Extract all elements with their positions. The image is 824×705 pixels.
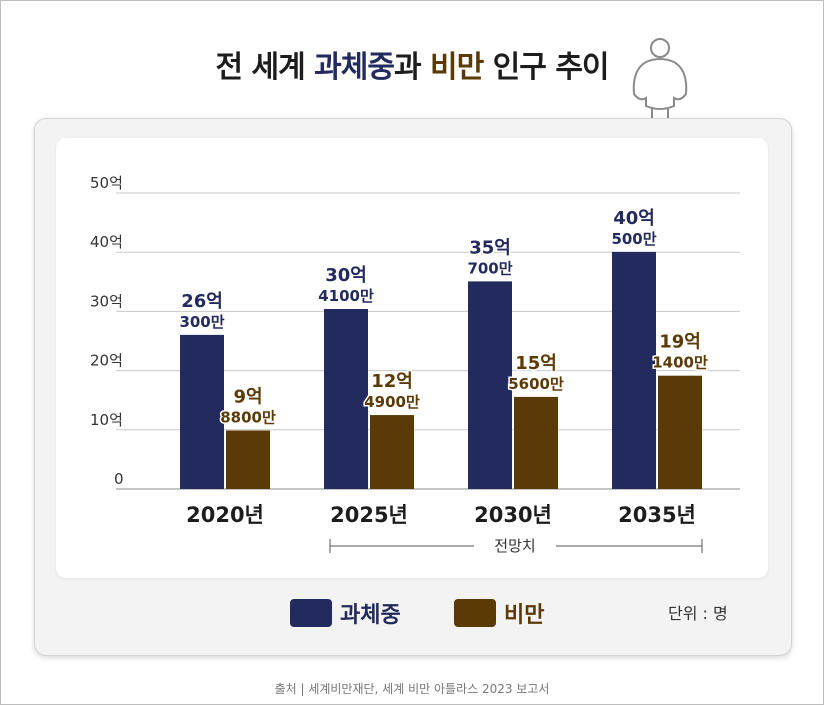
title-overweight: 과체중 bbox=[314, 50, 395, 85]
data-label-top: 30억 bbox=[325, 265, 367, 286]
data-label-bottom: 500만 bbox=[611, 230, 656, 248]
x-tick-label: 2030년 bbox=[474, 503, 552, 527]
bar-overweight bbox=[612, 251, 656, 489]
bar-obesity bbox=[658, 375, 702, 489]
data-label-bottom: 5600만 bbox=[508, 375, 564, 393]
bar-overweight bbox=[468, 281, 512, 489]
legend-obesity-label: 비만 bbox=[504, 603, 545, 628]
bar-obesity bbox=[514, 396, 558, 489]
x-tick-label: 2020년 bbox=[186, 503, 264, 527]
y-tick-label: 30억 bbox=[90, 292, 123, 310]
x-tick-label: 2035년 bbox=[618, 503, 696, 527]
data-label-bottom: 300만 bbox=[179, 313, 224, 331]
data-label-top: 12억 bbox=[371, 371, 413, 392]
bar-obesity bbox=[226, 430, 270, 489]
data-label-bottom: 8800만 bbox=[220, 409, 276, 427]
legend-obesity: 비만 bbox=[454, 598, 544, 628]
source-note: 출처 | 세계비만재단, 세계 비만 아틀라스 2023 보고서 bbox=[274, 682, 550, 696]
data-label-top: 26억 bbox=[181, 291, 223, 312]
y-tick-label: 10억 bbox=[90, 411, 123, 429]
legend-overweight-swatch bbox=[290, 599, 332, 627]
data-label-top: 40억 bbox=[613, 208, 655, 229]
projection-label: 전망치 bbox=[494, 537, 535, 555]
bar-overweight bbox=[324, 308, 368, 489]
legend-overweight: 과체중 bbox=[290, 598, 401, 628]
title-part-5: 인구 추이 bbox=[483, 50, 610, 85]
y-tick-label: 40억 bbox=[90, 233, 123, 251]
y-tick-label: 20억 bbox=[90, 352, 123, 370]
unit-label: 단위 : 명 bbox=[668, 604, 728, 623]
legend-overweight-label: 과체중 bbox=[340, 603, 401, 628]
data-label-bottom: 700만 bbox=[467, 259, 512, 277]
title-part-1: 전 세계 bbox=[215, 50, 315, 85]
y-tick-label: 0 bbox=[114, 470, 124, 488]
data-label-top: 35억 bbox=[469, 237, 511, 258]
data-label-bottom: 1400만 bbox=[652, 354, 708, 372]
data-label-bottom: 4900만 bbox=[364, 393, 420, 411]
data-label-top: 15억 bbox=[515, 353, 557, 374]
bar-obesity bbox=[370, 415, 414, 489]
page-title: 전 세계 과체중과 비만 인구 추이 bbox=[0, 42, 824, 86]
data-label-top: 19억 bbox=[659, 332, 701, 353]
bar-overweight bbox=[180, 334, 224, 489]
title-obesity: 비만 bbox=[430, 50, 484, 85]
title-part-3: 과 bbox=[393, 50, 431, 85]
data-label-top: 9억 bbox=[233, 387, 262, 408]
x-tick-label: 2025년 bbox=[330, 503, 408, 527]
legend-obesity-swatch bbox=[454, 599, 496, 627]
data-label-bottom: 4100만 bbox=[318, 287, 374, 305]
y-tick-label: 50억 bbox=[90, 174, 123, 192]
obese-person-icon bbox=[632, 38, 688, 120]
bar-chart: 010억20억30억40억50억26억300만9억8800만2020년30억41… bbox=[90, 174, 740, 555]
